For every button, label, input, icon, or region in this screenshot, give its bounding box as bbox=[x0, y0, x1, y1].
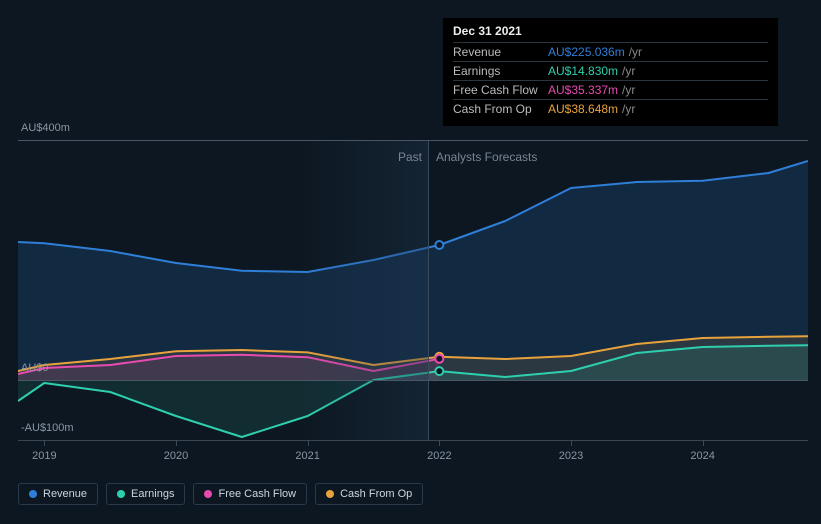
financial-chart: AU$400m AU$0 -AU$100m Past Analysts Fore… bbox=[18, 0, 808, 524]
chart-legend: Revenue Earnings Free Cash Flow Cash From O… bbox=[18, 483, 423, 505]
legend-item-cash-from-op[interactable]: Cash From Op bbox=[315, 483, 423, 505]
legend-item-free-cash-flow[interactable]: Free Cash Flow bbox=[193, 483, 307, 505]
x-axis: 2019 2020 2021 2022 2023 2024 bbox=[18, 440, 808, 470]
y-label-400: AU$400m bbox=[21, 122, 70, 134]
tooltip-unit: /yr bbox=[622, 102, 635, 116]
past-forecast-divider bbox=[428, 140, 429, 440]
legend-dot-icon bbox=[117, 490, 125, 498]
tooltip-row: RevenueAU$225.036m/yr bbox=[453, 42, 768, 61]
y-label-neg100: -AU$100m bbox=[21, 422, 74, 434]
past-label: Past bbox=[398, 150, 422, 164]
tooltip-metric: Revenue bbox=[453, 45, 548, 59]
tooltip-row: EarningsAU$14.830m/yr bbox=[453, 61, 768, 80]
x-tick-2021: 2021 bbox=[295, 450, 319, 462]
tooltip-unit: /yr bbox=[622, 83, 635, 97]
legend-dot-icon bbox=[204, 490, 212, 498]
x-tick-2023: 2023 bbox=[559, 450, 583, 462]
tooltip-value: AU$14.830m bbox=[548, 64, 618, 78]
x-tick-2020: 2020 bbox=[164, 450, 188, 462]
tooltip-row: Cash From OpAU$38.648m/yr bbox=[453, 99, 768, 118]
tooltip-value: AU$225.036m bbox=[548, 45, 625, 59]
legend-label: Revenue bbox=[43, 488, 87, 500]
legend-label: Earnings bbox=[131, 488, 174, 500]
tooltip-metric: Free Cash Flow bbox=[453, 83, 548, 97]
tooltip-value: AU$38.648m bbox=[548, 102, 618, 116]
tooltip-metric: Cash From Op bbox=[453, 102, 548, 116]
gridline-top bbox=[18, 140, 808, 141]
past-shade bbox=[298, 140, 428, 440]
legend-dot-icon bbox=[326, 490, 334, 498]
legend-label: Free Cash Flow bbox=[218, 488, 296, 500]
chart-tooltip: Dec 31 2021 RevenueAU$225.036m/yrEarning… bbox=[443, 18, 778, 126]
tooltip-date: Dec 31 2021 bbox=[453, 24, 768, 42]
legend-item-revenue[interactable]: Revenue bbox=[18, 483, 98, 505]
forecast-label: Analysts Forecasts bbox=[436, 150, 537, 164]
x-tick-2022: 2022 bbox=[427, 450, 451, 462]
tooltip-row: Free Cash FlowAU$35.337m/yr bbox=[453, 80, 768, 99]
legend-label: Cash From Op bbox=[340, 488, 412, 500]
legend-dot-icon bbox=[29, 490, 37, 498]
tooltip-metric: Earnings bbox=[453, 64, 548, 78]
tooltip-unit: /yr bbox=[629, 45, 642, 59]
plot-area[interactable] bbox=[18, 140, 808, 440]
legend-item-earnings[interactable]: Earnings bbox=[106, 483, 185, 505]
gridline-zero bbox=[18, 380, 808, 381]
tooltip-unit: /yr bbox=[622, 64, 635, 78]
x-tick-2019: 2019 bbox=[32, 450, 56, 462]
y-label-0: AU$0 bbox=[21, 362, 49, 374]
tooltip-value: AU$35.337m bbox=[548, 83, 618, 97]
x-tick-2024: 2024 bbox=[690, 450, 714, 462]
